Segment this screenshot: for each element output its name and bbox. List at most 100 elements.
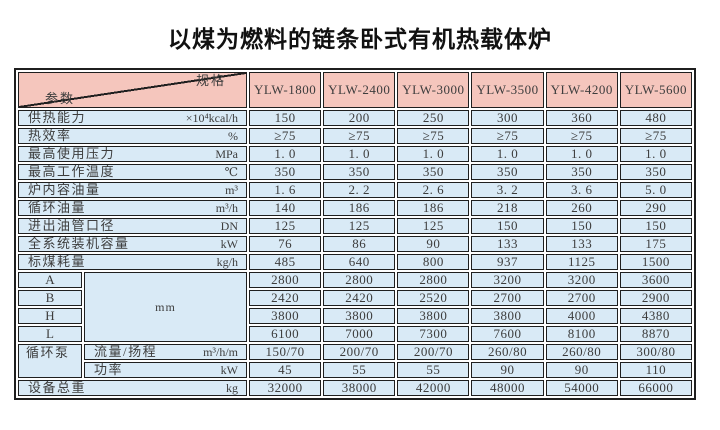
value-cell: 150 (471, 218, 544, 234)
value-cell: 1. 0 (249, 146, 322, 162)
param-cell: 全系统装机容量 kW (18, 236, 247, 252)
value-cell: 90 (397, 236, 470, 252)
value-cell: 485 (249, 254, 322, 270)
pump-label: 循环泵 (18, 344, 82, 378)
value-cell: 350 (471, 164, 544, 180)
model-header: YLW-4200 (545, 72, 618, 108)
value-cell: ≥75 (471, 128, 544, 144)
value-cell: 480 (619, 110, 692, 126)
param-unit: m³/h/m (203, 345, 238, 359)
value-cell: 3800 (397, 308, 470, 324)
value-cell: 133 (471, 236, 544, 252)
param-cell: 流量/扬程 m³/h/m (84, 344, 247, 360)
value-cell: 200/70 (397, 344, 470, 360)
param-unit: MPa (215, 147, 238, 161)
value-cell: 3200 (471, 272, 544, 288)
value-cell: 1. 0 (471, 146, 544, 162)
spec-table: 规格 参数 YLW-1800 YLW-2400 YLW-3000 YLW-350… (14, 68, 696, 400)
value-cell: 150 (249, 110, 322, 126)
param-cell: 设备总重 kg (18, 380, 247, 396)
param-cell: 循环油量 m³/h (18, 200, 247, 216)
value-cell: ≥75 (323, 128, 396, 144)
param-cell: 进出油管口径 DN (18, 218, 247, 234)
param-label: 流量/扬程 (94, 344, 158, 359)
value-cell: 38000 (323, 380, 396, 396)
dim-unit-cell: mm (84, 272, 247, 342)
value-cell: 2520 (397, 290, 470, 306)
value-cell: 218 (471, 200, 544, 216)
value-cell: 150 (545, 218, 618, 234)
header-row: 规格 参数 YLW-1800 YLW-2400 YLW-3000 YLW-350… (18, 72, 692, 108)
value-cell: 200/70 (323, 344, 396, 360)
value-cell: 350 (249, 164, 322, 180)
table-row-installed-power: 全系统装机容量 kW 76 86 90 133 133 175 (18, 236, 692, 252)
value-cell: 3800 (471, 308, 544, 324)
value-cell: 5. 0 (619, 182, 692, 198)
value-cell: 110 (619, 362, 692, 378)
param-label: 标煤耗量 (28, 254, 87, 269)
table-row-total-weight: 设备总重 kg 32000 38000 42000 48000 54000 66… (18, 380, 692, 396)
value-cell: 1. 0 (619, 146, 692, 162)
value-cell: 2. 2 (323, 182, 396, 198)
model-header: YLW-1800 (249, 72, 322, 108)
value-cell: 45 (249, 362, 322, 378)
param-label: 设备总重 (28, 380, 87, 395)
model-header: YLW-3500 (471, 72, 544, 108)
value-cell: 2420 (249, 290, 322, 306)
table-row-max-temperature: 最高工作温度 ℃ 350 350 350 350 350 350 (18, 164, 692, 180)
value-cell: 3. 2 (471, 182, 544, 198)
value-cell: 3200 (545, 272, 618, 288)
param-cell: 最高使用压力 MPa (18, 146, 247, 162)
param-unit: % (228, 129, 238, 143)
value-cell: 200 (323, 110, 396, 126)
value-cell: 133 (545, 236, 618, 252)
value-cell: 42000 (397, 380, 470, 396)
param-unit: kW (220, 363, 238, 377)
dim-label: B (18, 290, 82, 306)
value-cell: 8100 (545, 326, 618, 342)
param-unit: ℃ (224, 165, 238, 179)
param-label: 热效率 (28, 128, 72, 143)
value-cell: 86 (323, 236, 396, 252)
param-label: 供热能力 (28, 110, 87, 125)
value-cell: 2700 (471, 290, 544, 306)
value-cell: ≥75 (545, 128, 618, 144)
value-cell: 125 (397, 218, 470, 234)
param-cell: 炉内容油量 m³ (18, 182, 247, 198)
value-cell: 350 (545, 164, 618, 180)
value-cell: 4000 (545, 308, 618, 324)
value-cell: 2800 (397, 272, 470, 288)
value-cell: 2900 (619, 290, 692, 306)
value-cell: 260 (545, 200, 618, 216)
table-row-heat-capacity: 供热能力 ×10⁴kcal/h 150 200 250 300 360 480 (18, 110, 692, 126)
table-row-dim-b: B 2420 2420 2520 2700 2700 2900 (18, 290, 692, 306)
value-cell: 1125 (545, 254, 618, 270)
value-cell: ≥75 (619, 128, 692, 144)
value-cell: 125 (249, 218, 322, 234)
value-cell: 125 (323, 218, 396, 234)
value-cell: 66000 (619, 380, 692, 396)
value-cell: 1. 0 (323, 146, 396, 162)
param-label: 炉内容油量 (28, 182, 101, 197)
table-row-dim-a: A mm 2800 2800 2800 3200 3200 3600 (18, 272, 692, 342)
value-cell: 260/80 (471, 344, 544, 360)
value-cell: 640 (323, 254, 396, 270)
value-cell: 150 (619, 218, 692, 234)
param-unit: kg (226, 381, 238, 395)
value-cell: 7600 (471, 326, 544, 342)
table-row-coal-consumption: 标煤耗量 kg/h 485 640 800 937 1125 1500 (18, 254, 692, 270)
param-unit: kW (220, 237, 238, 251)
param-unit: kg/h (216, 255, 238, 269)
param-cell: 功率 kW (84, 362, 247, 378)
corner-cell: 规格 参数 (18, 72, 247, 108)
table-row-dim-h: H 3800 3800 3800 3800 4000 4380 (18, 308, 692, 324)
value-cell: ≥75 (249, 128, 322, 144)
value-cell: 54000 (545, 380, 618, 396)
value-cell: 260/80 (545, 344, 618, 360)
value-cell: 350 (619, 164, 692, 180)
value-cell: 1. 6 (249, 182, 322, 198)
model-header: YLW-3000 (397, 72, 470, 108)
value-cell: 175 (619, 236, 692, 252)
param-label: 最高使用压力 (28, 146, 116, 161)
